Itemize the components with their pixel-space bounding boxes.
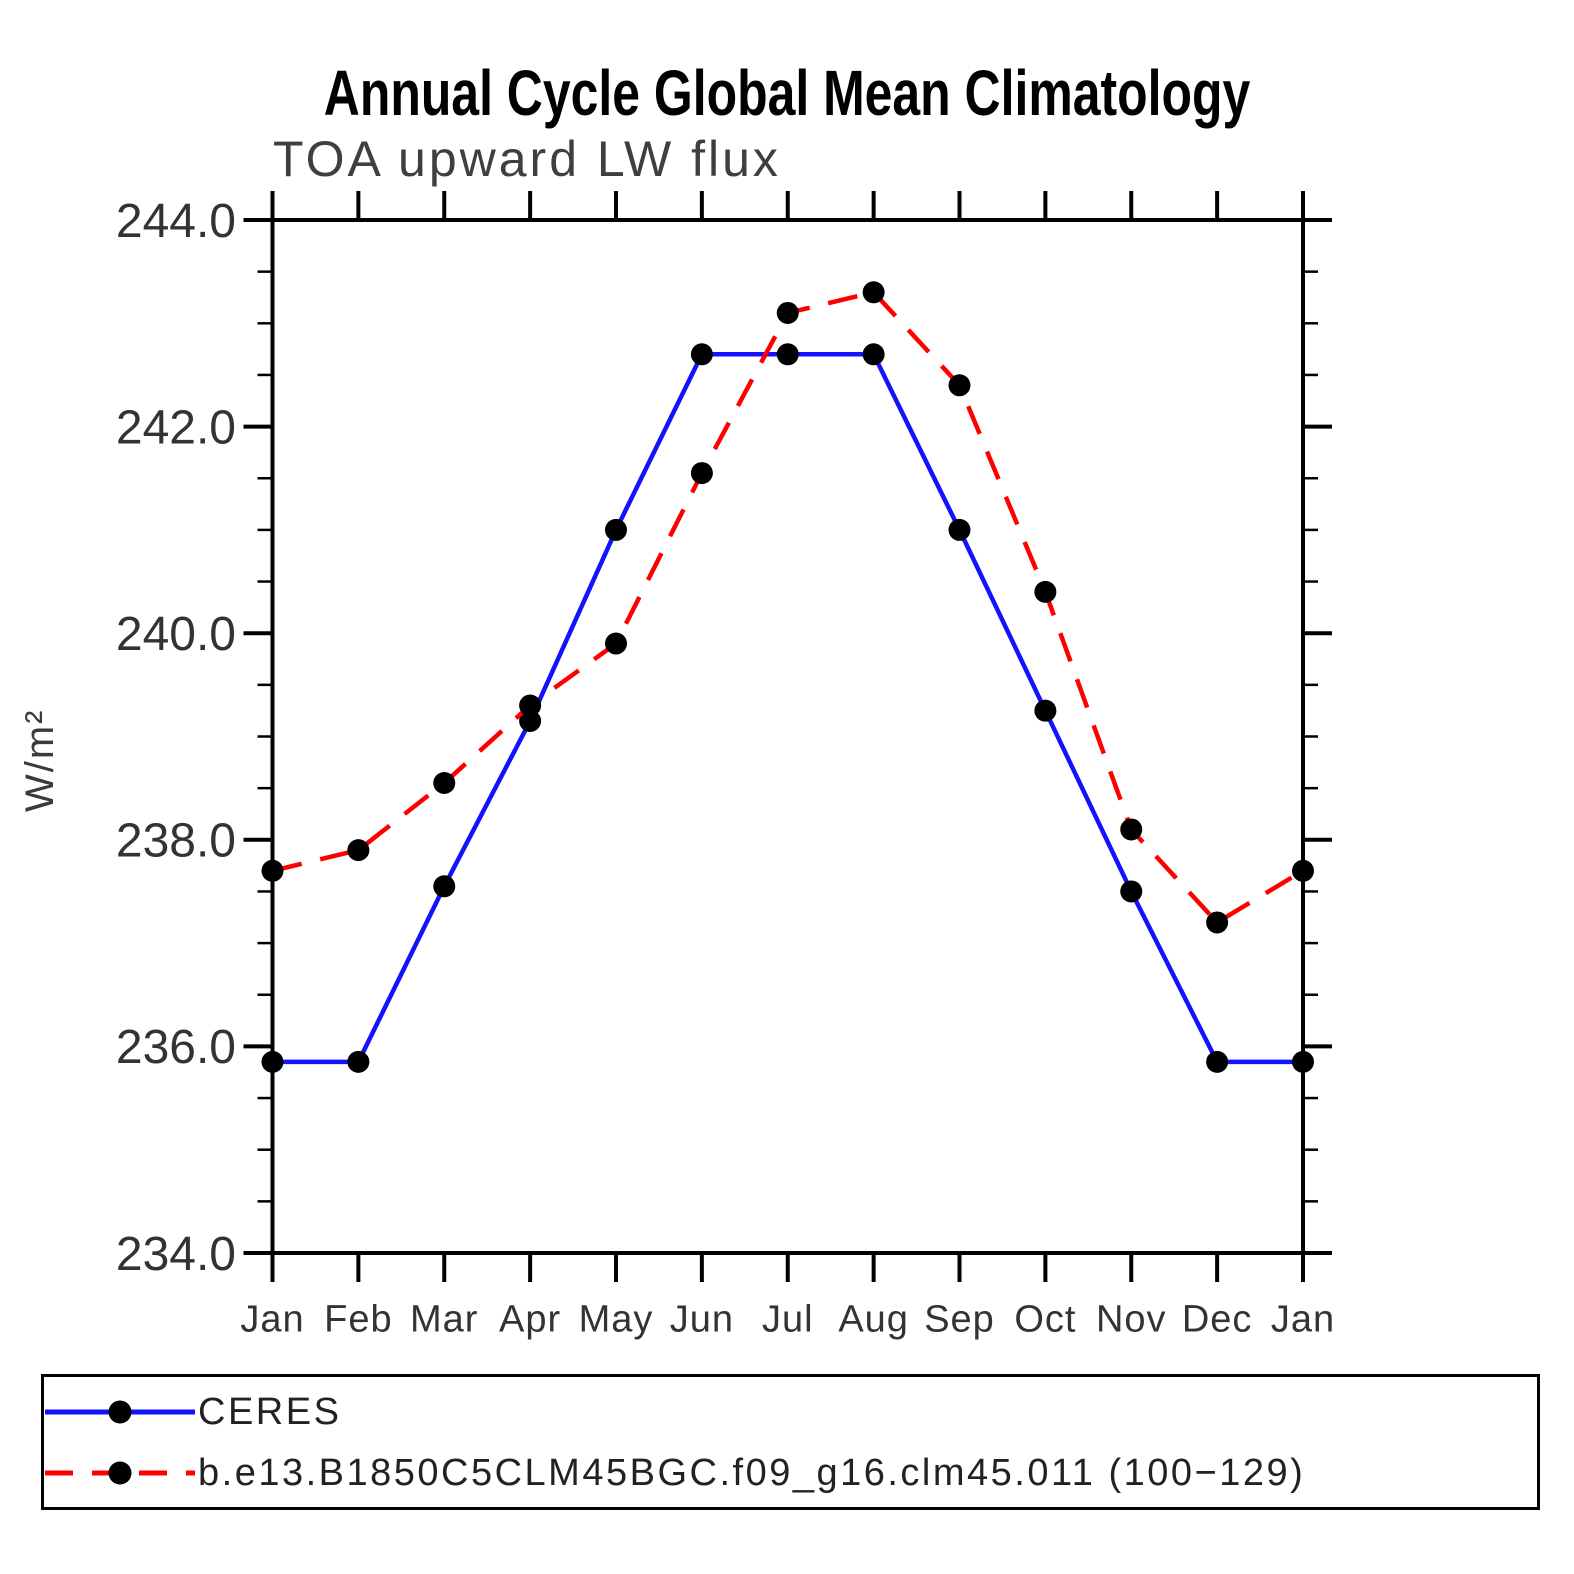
- series-line: [271, 289, 1305, 926]
- chart-subtitle: TOA upward LW flux: [273, 131, 781, 187]
- data-point-marker: [433, 771, 456, 794]
- y-tick-label: 234.0: [116, 1228, 236, 1281]
- x-tick-label: Nov: [1096, 1298, 1167, 1340]
- data-point-marker: [948, 374, 971, 397]
- data-point-marker: [605, 632, 627, 655]
- y-axis-title: W/m²: [18, 708, 62, 812]
- y-tick-label: 242.0: [116, 401, 236, 454]
- data-point-marker: [862, 281, 885, 304]
- x-tick-label: Mar: [410, 1298, 478, 1340]
- legend-swatch-dashed-line-icon: [45, 1461, 195, 1485]
- data-point-marker: [519, 694, 542, 717]
- x-tick-label: Jul: [762, 1298, 814, 1340]
- data-point-marker: [690, 343, 713, 366]
- x-tick-label: Jan: [1271, 1298, 1335, 1340]
- marker-dot-icon: [108, 1400, 132, 1424]
- legend: CERES b.e13.B1850C5CLM45BGC.f09_g16.clm4…: [41, 1374, 1540, 1510]
- axis-ticks: [243, 191, 1332, 1282]
- data-point-marker: [1034, 699, 1057, 722]
- y-tick-label: 238.0: [116, 815, 236, 868]
- x-tick-label: Dec: [1182, 1298, 1253, 1340]
- series-ceres: [261, 343, 1314, 1073]
- data-point-marker: [776, 301, 799, 324]
- y-tick-label: 240.0: [116, 608, 236, 661]
- data-point-marker: [1206, 911, 1229, 934]
- data-point-marker: [261, 859, 284, 882]
- x-tick-label: Apr: [499, 1298, 561, 1340]
- data-point-marker: [347, 839, 370, 862]
- data-point-marker: [433, 875, 456, 898]
- x-tick-label: Oct: [1014, 1298, 1076, 1340]
- y-tick-label: 236.0: [116, 1021, 236, 1074]
- data-point-marker: [776, 343, 799, 366]
- x-tick-label: Feb: [324, 1298, 392, 1340]
- legend-item-ceres: CERES: [45, 1391, 341, 1433]
- marker-dot-icon: [108, 1461, 132, 1485]
- data-point-marker: [1034, 580, 1057, 603]
- x-tick-label: Aug: [838, 1298, 909, 1340]
- data-point-marker: [1120, 880, 1143, 903]
- legend-label: b.e13.B1850C5CLM45BGC.f09_g16.clm45.011 …: [198, 1451, 1306, 1494]
- x-tick-label: Sep: [924, 1298, 995, 1340]
- data-point-marker: [1120, 818, 1143, 841]
- series-line: [272, 352, 1303, 1065]
- data-point-marker: [519, 710, 542, 733]
- legend-label: CERES: [198, 1390, 342, 1433]
- chart-title: Annual Cycle Global Mean Climatology: [323, 57, 1251, 129]
- data-point-marker: [1206, 1050, 1229, 1073]
- data-point-marker: [347, 1050, 370, 1073]
- data-point-marker: [862, 343, 885, 366]
- x-tick-label: Jun: [670, 1298, 734, 1340]
- series-model: [261, 281, 1314, 934]
- x-tick-label: May: [579, 1298, 654, 1340]
- plot-frame: [270, 218, 1305, 1255]
- data-point-marker: [948, 518, 971, 541]
- data-point-marker: [690, 462, 713, 485]
- legend-swatch-solid-line-icon: [45, 1400, 195, 1424]
- legend-item-model: b.e13.B1850C5CLM45BGC.f09_g16.clm45.011 …: [45, 1452, 1305, 1494]
- x-axis-labels: Jan Feb Mar Apr May Jun Jul Aug Sep Oct Nov Dec Jan: [240, 1298, 1335, 1340]
- x-tick-label: Jan: [240, 1298, 304, 1340]
- y-tick-label: 244.0: [116, 195, 236, 248]
- data-point-marker: [1292, 859, 1314, 882]
- y-axis-labels: 234.0 236.0 238.0 240.0 242.0 244.0: [116, 195, 236, 1281]
- data-point-marker: [261, 1050, 284, 1073]
- data-point-marker: [605, 518, 627, 541]
- data-point-marker: [1292, 1050, 1314, 1073]
